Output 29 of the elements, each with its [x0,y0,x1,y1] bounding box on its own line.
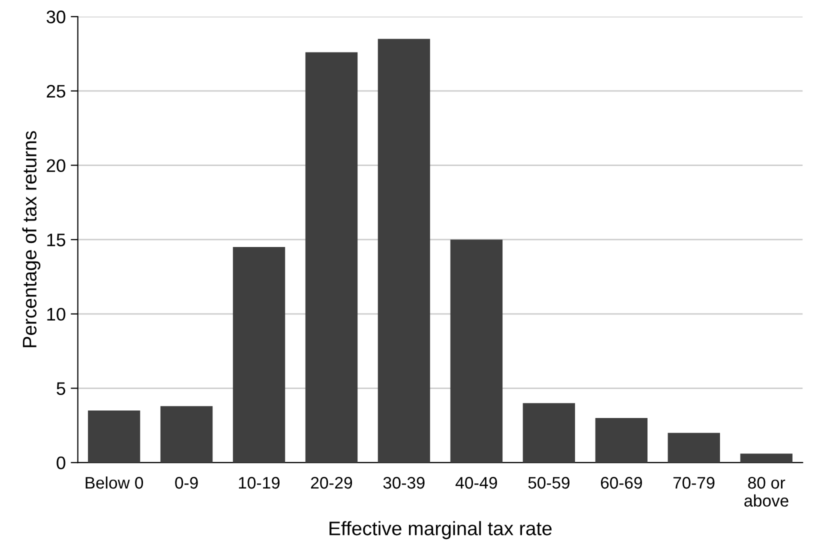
y-tick-label: 25 [46,84,66,98]
x-tick-label: 60-69 [600,476,642,489]
x-tick-label: 0-9 [175,476,198,489]
y-tick-label: 30 [46,10,66,24]
y-axis-title: Percentage of tax returns [22,131,40,348]
x-axis-title: Effective marginal tax rate [330,521,552,540]
bar [232,247,286,463]
x-tick-label: Below 0 [86,476,144,489]
y-tick-label: 10 [47,308,66,321]
x-tick-label: 80 or above [744,476,788,507]
y-tick-label: 0 [56,456,66,470]
bar [522,403,576,463]
bar [668,432,720,463]
bar [450,240,503,463]
x-tick-label: 10-19 [238,476,280,489]
y-tick-label: 20 [46,159,66,172]
x-tick-label: 50-59 [528,476,570,489]
bar [595,418,648,463]
bar [378,38,430,463]
bar [160,406,213,463]
x-tick-label: 20-29 [311,476,352,489]
bar [740,454,792,463]
y-tick-label: 5 [56,382,66,395]
bar [305,52,358,463]
x-tick-label: 40-49 [456,476,497,489]
y-tick-label: 15 [47,234,66,246]
x-tick-label: 30-39 [383,476,424,489]
x-tick-label: 70-79 [673,476,714,489]
bar [88,410,140,463]
